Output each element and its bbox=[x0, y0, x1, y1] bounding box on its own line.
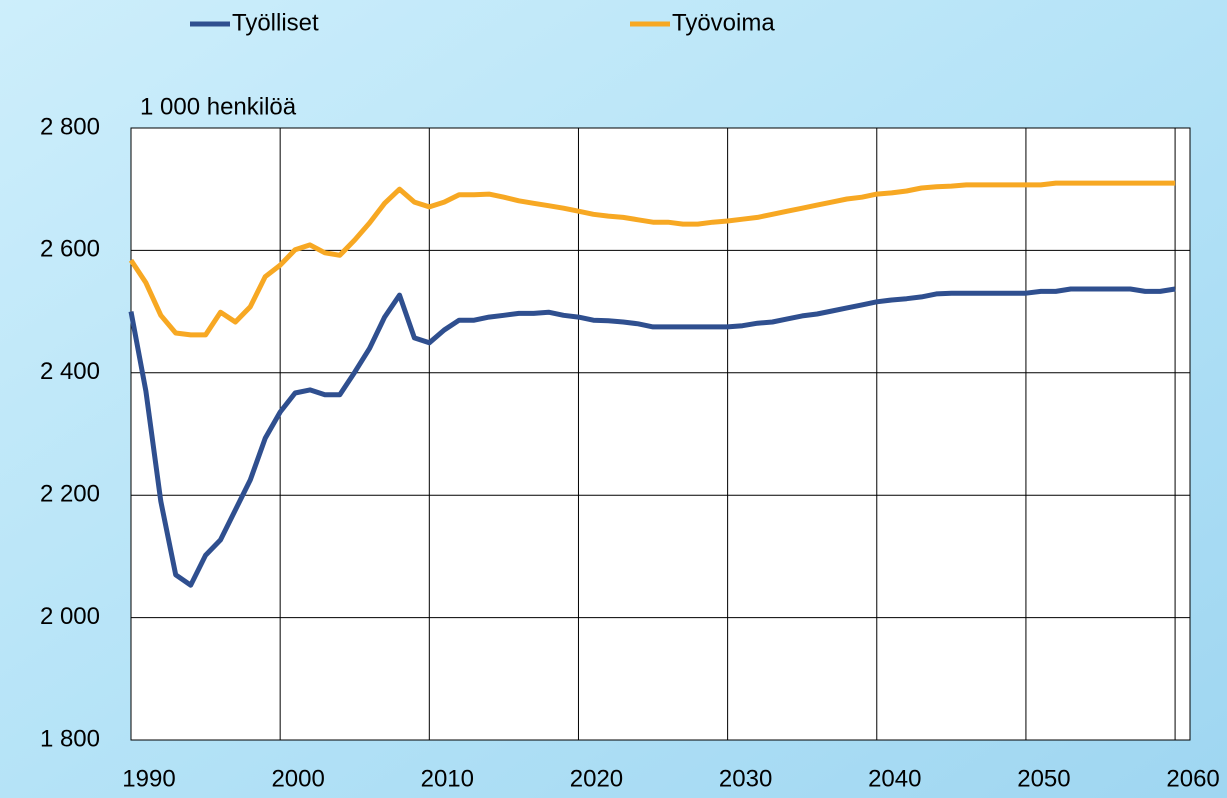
x-tick-label: 2050 bbox=[1017, 765, 1070, 792]
x-tick-label: 2000 bbox=[271, 765, 324, 792]
legend-label: Työvoima bbox=[672, 9, 775, 36]
y-axis-label: 1 000 henkilöä bbox=[140, 93, 297, 120]
y-tick-label: 2 400 bbox=[40, 358, 100, 385]
y-tick-label: 1 800 bbox=[40, 725, 100, 752]
y-tick-label: 2 600 bbox=[40, 236, 100, 263]
x-tick-label: 1990 bbox=[122, 765, 175, 792]
x-tick-label: 2020 bbox=[570, 765, 623, 792]
page: 1 000 henkilöä 1 800 2 000 2 200 2 400 2 600… bbox=[0, 0, 1227, 798]
x-tick-label: 2010 bbox=[421, 765, 474, 792]
x-tick-label: 2040 bbox=[868, 765, 921, 792]
x-tick-label: 2030 bbox=[719, 765, 772, 792]
y-tick-label: 2 200 bbox=[40, 481, 100, 508]
x-tick-label: 2060 bbox=[1166, 765, 1219, 792]
y-tick-label: 2 800 bbox=[40, 113, 100, 140]
chart: 1 000 henkilöä 1 800 2 000 2 200 2 400 2 600… bbox=[0, 0, 1227, 798]
legend-label: Työlliset bbox=[232, 9, 319, 36]
y-tick-label: 2 000 bbox=[40, 603, 100, 630]
